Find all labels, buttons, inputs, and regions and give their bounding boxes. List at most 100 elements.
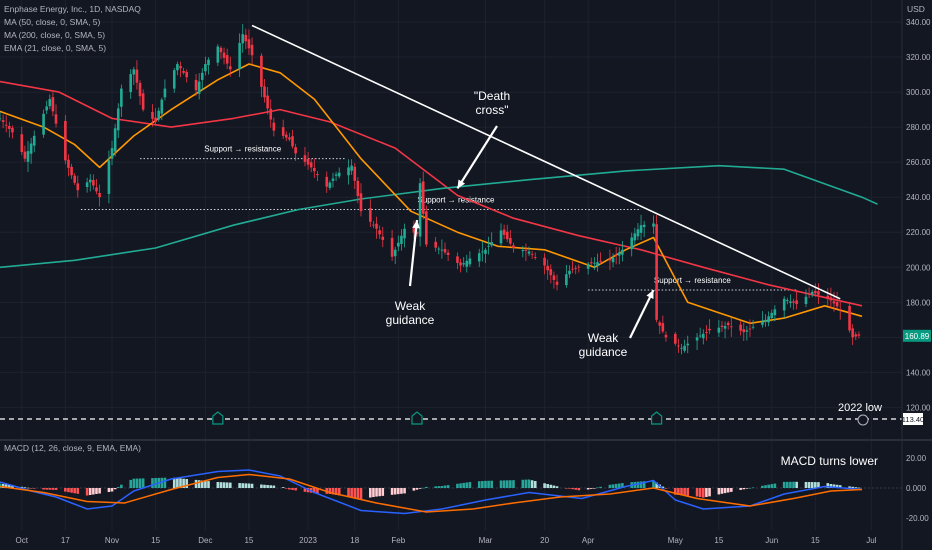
candle[interactable] — [552, 271, 556, 289]
candle[interactable] — [269, 99, 273, 128]
candle[interactable] — [4, 115, 8, 133]
candle[interactable] — [378, 225, 381, 239]
candle[interactable] — [225, 48, 229, 70]
candle[interactable] — [527, 246, 531, 257]
candle[interactable] — [729, 317, 733, 337]
candle[interactable] — [157, 107, 161, 122]
candle[interactable] — [92, 174, 95, 190]
candle[interactable] — [708, 319, 711, 335]
candle[interactable] — [761, 311, 764, 328]
candle[interactable] — [347, 159, 350, 185]
candle[interactable] — [617, 247, 621, 265]
candle[interactable] — [487, 236, 490, 255]
candle[interactable] — [599, 252, 602, 265]
candle[interactable] — [633, 227, 637, 246]
candle[interactable] — [129, 69, 133, 99]
candle[interactable] — [412, 220, 416, 240]
candle[interactable] — [107, 150, 111, 204]
candle[interactable] — [680, 343, 683, 355]
candle[interactable] — [571, 260, 574, 274]
candle[interactable] — [328, 180, 332, 191]
candle[interactable] — [172, 67, 176, 93]
candle[interactable] — [73, 173, 76, 185]
candle[interactable] — [574, 265, 578, 275]
candle[interactable] — [639, 214, 643, 241]
candle[interactable] — [390, 229, 394, 261]
candle[interactable] — [533, 252, 537, 260]
candle[interactable] — [437, 246, 441, 255]
candle[interactable] — [375, 216, 378, 239]
candle[interactable] — [764, 314, 767, 327]
candle[interactable] — [611, 253, 615, 268]
candle[interactable] — [543, 253, 546, 275]
candle[interactable] — [85, 177, 89, 193]
downtrend-line[interactable] — [251, 24, 841, 300]
candle[interactable] — [857, 331, 861, 339]
candle[interactable] — [141, 89, 145, 112]
candle[interactable] — [228, 56, 232, 77]
candle[interactable] — [854, 331, 858, 341]
dividend-marker-icon[interactable] — [857, 414, 869, 426]
candle[interactable] — [309, 158, 313, 173]
candle[interactable] — [770, 309, 774, 322]
candle[interactable] — [742, 322, 746, 341]
candle[interactable] — [717, 320, 721, 337]
candle[interactable] — [29, 137, 33, 164]
candle[interactable] — [789, 294, 792, 308]
candle[interactable] — [353, 162, 357, 190]
candle[interactable] — [197, 73, 201, 100]
candle[interactable] — [11, 125, 14, 139]
ma-line[interactable] — [0, 164, 878, 269]
signal-line[interactable] — [0, 473, 863, 513]
candle[interactable] — [281, 119, 285, 139]
candle[interactable] — [739, 321, 742, 336]
candle[interactable] — [182, 67, 185, 75]
candle[interactable] — [160, 97, 164, 121]
candle[interactable] — [593, 257, 596, 270]
candle[interactable] — [658, 320, 662, 334]
candle[interactable] — [20, 126, 24, 156]
ma-line[interactable] — [0, 63, 863, 325]
candle[interactable] — [440, 239, 444, 259]
candle[interactable] — [786, 297, 789, 305]
candle[interactable] — [291, 129, 294, 149]
earnings-marker-icon[interactable] — [212, 411, 224, 425]
candle[interactable] — [642, 220, 646, 238]
candle[interactable] — [303, 147, 307, 167]
candle[interactable] — [222, 47, 226, 65]
candle[interactable] — [530, 250, 534, 259]
candle[interactable] — [116, 103, 120, 139]
candle[interactable] — [792, 298, 795, 310]
candle[interactable] — [481, 241, 484, 262]
candle[interactable] — [459, 258, 462, 273]
candle[interactable] — [185, 69, 189, 83]
candle[interactable] — [499, 223, 503, 246]
candles[interactable] — [0, 24, 861, 355]
candle[interactable] — [726, 321, 730, 330]
candle[interactable] — [596, 253, 599, 272]
candle[interactable] — [686, 335, 690, 354]
candle[interactable] — [250, 37, 254, 65]
candle[interactable] — [263, 78, 266, 103]
candle[interactable] — [372, 221, 375, 229]
candle[interactable] — [456, 252, 459, 270]
candle[interactable] — [23, 145, 27, 162]
candle[interactable] — [42, 109, 45, 138]
candle[interactable] — [325, 171, 329, 193]
candle[interactable] — [98, 184, 101, 207]
candle[interactable] — [835, 291, 839, 309]
candle[interactable] — [577, 264, 581, 273]
candle[interactable] — [238, 33, 241, 78]
macd-legend[interactable]: MACD (12, 26, close, 9, EMA, EMA) — [4, 443, 141, 453]
candle[interactable] — [546, 259, 549, 280]
candle[interactable] — [804, 289, 808, 308]
candle[interactable] — [418, 178, 422, 247]
candle[interactable] — [350, 159, 353, 175]
candle[interactable] — [54, 104, 58, 128]
candle[interactable] — [88, 174, 92, 192]
candle[interactable] — [216, 44, 220, 66]
candle[interactable] — [505, 224, 509, 243]
candle[interactable] — [555, 274, 559, 291]
candle[interactable] — [705, 325, 708, 341]
candle[interactable] — [421, 171, 425, 220]
